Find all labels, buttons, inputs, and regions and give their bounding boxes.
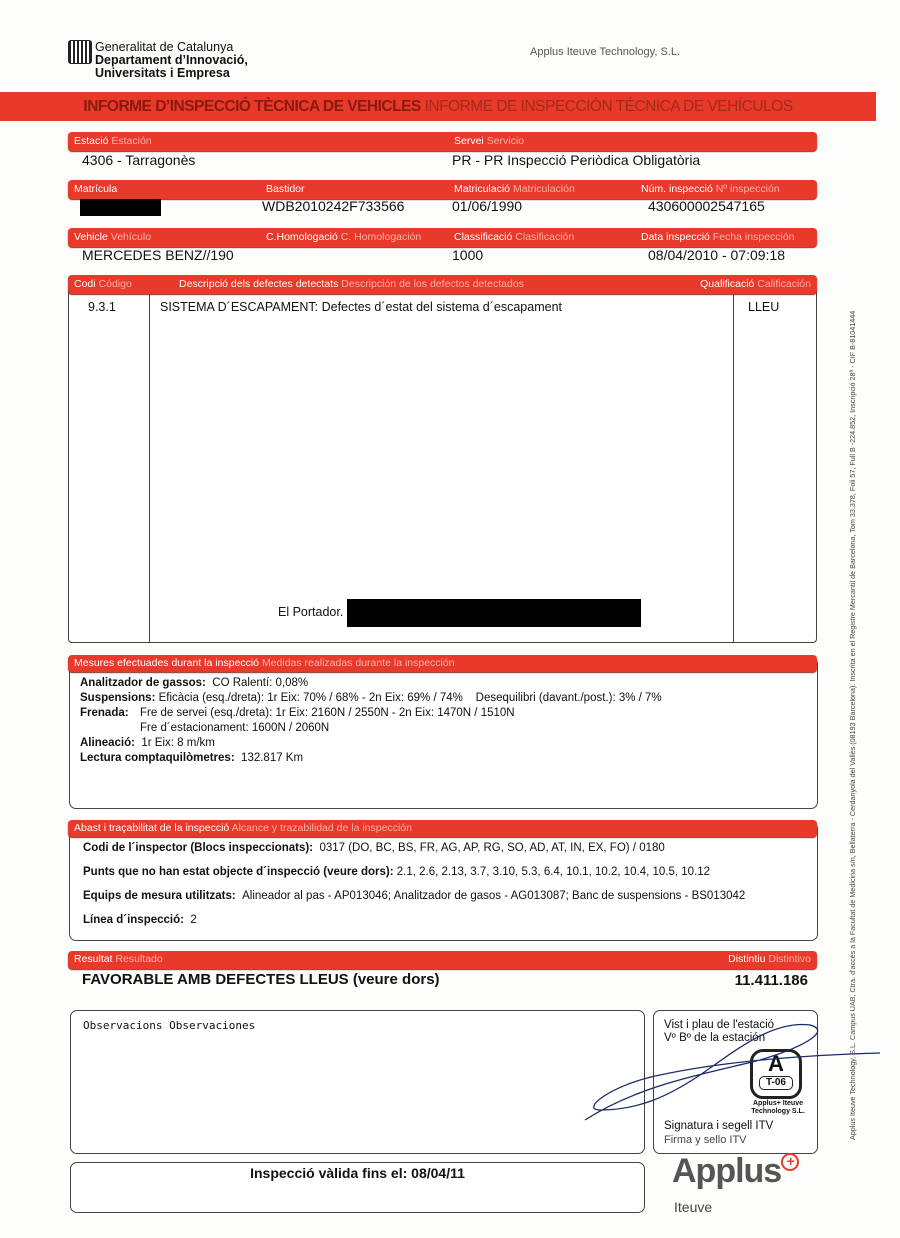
inspection-date-value: 08/04/2010 - 07:09:18 [648,247,786,263]
inspection-line-row: Línea d´inspecció: 2 [83,914,197,926]
approval-ca: Vist i plau de l'estació [664,1019,775,1031]
registration-value: 01/06/1990 [452,198,523,214]
gov-line1: Generalitat de Catalunya [95,40,234,54]
defect-code: 9.3.1 [88,300,116,314]
classification-value: 1000 [452,247,484,263]
column-divider [733,294,734,642]
vehicle-value: MERCEDES BENZ//190 [82,247,234,263]
observations-box: Observacions Observaciones [70,1010,645,1154]
applus-logo: Applus + [672,1152,800,1191]
validity-box: Inspecció vàlida fins el: 08/04/11 [70,1162,645,1213]
measurements-label: Mesures efectuades durant la inspecció M… [74,657,455,669]
vehicle-label: Vehicle Vehículo [74,231,152,243]
badge-label: Distintiu Distintivo [728,953,811,965]
chassis-value: WDB2010242F733566 [262,198,405,214]
code-header: Codi Código [74,278,132,290]
gas-row: Analitzador de gassos: CO Ralentí: 0,08% [80,677,309,689]
rating-header: Qualificació Calificación [700,278,811,290]
result-value: FAVORABLE AMB DEFECTES LLEUS (veure dors… [82,971,440,988]
validity-text: Inspecció vàlida fins el: 08/04/11 [250,1165,465,1181]
homologation-label: C.Homologació C. Homologación [266,231,422,243]
suspension-row: Suspensions: Eficàcia (esq./dreta): 1r E… [80,692,662,704]
service-value: PR - PR Inspecció Periòdica Obligatòria [452,152,701,168]
title-ca: INFORME D’INSPECCIÓ TÈCNICA DE VEHICLES [83,98,421,115]
company-name: Applus Iteuve Technology, S.L. [530,46,681,58]
plate-label: Matrícula [74,183,118,195]
result-bar: Resultat Resultado Distintiu Distintivo [68,951,817,969]
plate-redaction [80,199,161,216]
defects-table [68,280,817,643]
equipment-row: Equips de mesura utilitzats: Alineador a… [83,890,746,902]
brake-service: Fre de servei (esq./dreta): 1r Eix: 2160… [140,707,515,719]
measurements-header: Mesures efectuades durant la inspecció M… [68,655,817,672]
inspection-no-label: Núm. inspecció Nº inspección [641,183,780,195]
station-service-bar: Estació Estación Servei Servicio [68,132,817,151]
inspection-date-label: Data inspecció Fecha inspección [641,231,795,243]
vehicle-details-bar: Vehicle Vehículo C.Homologació C. Homolo… [68,228,817,247]
station-label: Estació Estación [74,135,152,147]
brand-sub: Iteuve [674,1199,713,1215]
stamp-text: Applus+ Iteuve Technology S.L. [751,1100,805,1115]
brake-row: Frenada: [80,707,129,719]
scope-header: Abast i traçabilitat de la inspecció Alc… [68,820,817,837]
alignment-row: Alineació: 1r Eix: 8 m/km [80,737,215,749]
legal-side-text: Applus Iteuve Technology, S.L. Campus UA… [848,310,857,1140]
defects-header: Codi Código Descripció dels defectes det… [68,275,817,294]
chassis-label: Bastidor [266,183,305,195]
badge-value: 11.411.186 [734,972,808,989]
bearer-label: El Portador. [278,605,344,619]
brake-parking: Fre d´estacionament: 1600N / 2060N [140,722,330,734]
bearer-redaction [347,599,641,627]
scope-label: Abast i traçabilitat de la inspecció Alc… [74,822,412,834]
defect-description: SISTEMA D´ESCAPAMENT: Defectes d´estat d… [160,300,562,314]
stamp-code: T-06 [759,1076,793,1090]
generalitat-logo-icon [68,40,92,64]
brand-name: Applus [672,1152,782,1190]
defect-rating: LLEU [748,300,780,314]
uninspected-points-row: Punts que no han estat objecte d´inspecc… [83,866,711,878]
gov-line2: Departament d’Innovació, [95,53,248,67]
service-label: Servei Servicio [454,135,525,147]
gov-line3: Universitats i Empresa [95,66,230,80]
observations-label: Observacions Observaciones [83,1019,256,1032]
column-divider [149,294,150,642]
inspector-row: Codi de l´inspector (Blocs inspeccionats… [83,842,665,854]
title-es: INFORME DE INSPECCIÓN TÉCNICA DE VEHÍCUL… [424,98,794,115]
approval-es: Vº Bº de la estación [664,1032,766,1044]
measurements-box [69,657,818,809]
station-value: 4306 - Tarragonès [82,152,196,168]
result-label: Resultat Resultado [74,953,163,965]
inspection-no-value: 430600002547165 [648,198,765,214]
station-stamp: A T-06 [750,1049,802,1099]
vehicle-id-bar: Matrícula Bastidor Matriculació Matricul… [68,180,817,199]
description-header: Descripció dels defectes detectats Descr… [179,278,524,290]
sign-es: Firma y sello ITV [664,1134,747,1146]
title-banner: INFORME D’INSPECCIÓ TÈCNICA DE VEHICLES … [0,92,876,121]
plus-icon: + [781,1153,800,1171]
classification-label: Classificació Clasificación [454,231,575,243]
odometer-row: Lectura comptaquilòmetres: 132.817 Km [80,752,304,764]
registration-label: Matriculació Matriculación [454,183,575,195]
sign-ca: Signatura i segell ITV [664,1120,774,1132]
handwritten-signature [584,1023,880,1121]
signature-box: Vist i plau de l'estació Vº Bº de la est… [653,1010,818,1154]
